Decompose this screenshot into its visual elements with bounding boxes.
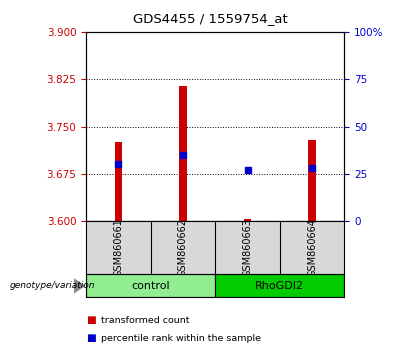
Bar [179, 86, 187, 221]
Bar [244, 219, 252, 221]
Text: RhoGDI2: RhoGDI2 [255, 281, 304, 291]
Text: genotype/variation: genotype/variation [9, 281, 95, 290]
Text: ■: ■ [86, 315, 96, 325]
Bar [308, 141, 316, 221]
Text: GSM860664: GSM860664 [307, 218, 317, 277]
Text: control: control [131, 281, 170, 291]
Bar [86, 274, 215, 297]
Bar [215, 274, 344, 297]
Text: GSM860662: GSM860662 [178, 218, 188, 277]
Polygon shape [74, 278, 85, 294]
Bar [115, 142, 122, 221]
Text: ■: ■ [86, 333, 96, 343]
Text: transformed count: transformed count [101, 316, 189, 325]
Text: GSM860663: GSM860663 [242, 218, 252, 277]
Text: GSM860661: GSM860661 [113, 218, 123, 277]
Text: percentile rank within the sample: percentile rank within the sample [101, 333, 261, 343]
Text: GDS4455 / 1559754_at: GDS4455 / 1559754_at [133, 12, 287, 25]
